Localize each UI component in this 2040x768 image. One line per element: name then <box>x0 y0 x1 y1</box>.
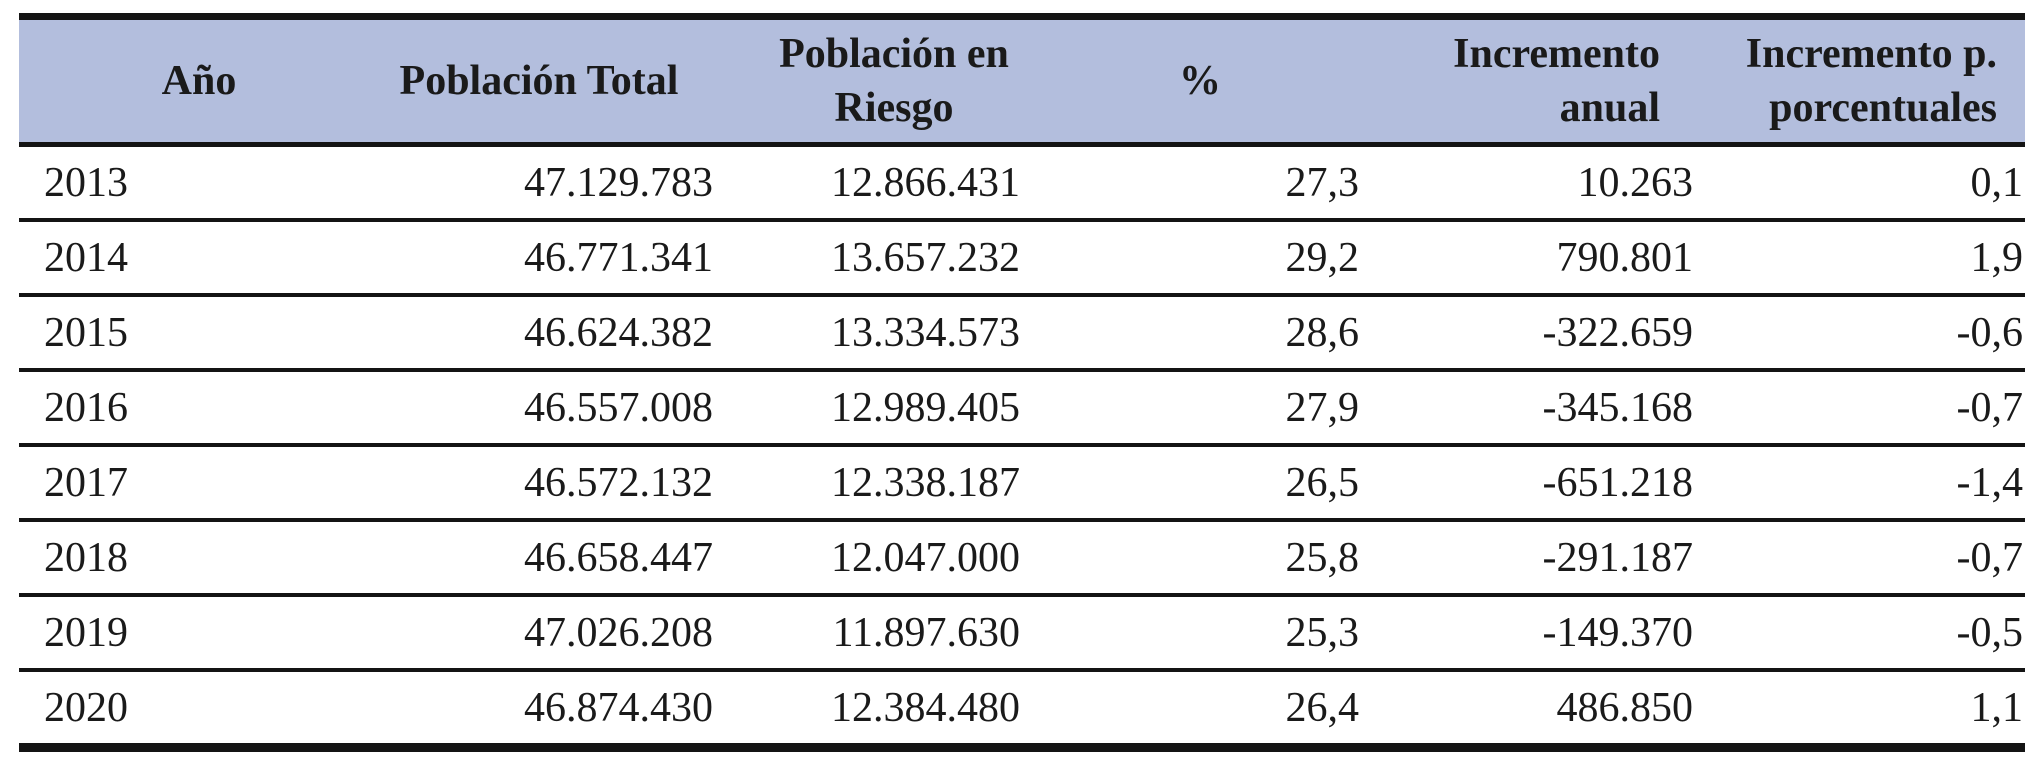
cell-incremento-anual: -291.187 <box>1359 518 1693 595</box>
cell-porcentaje: 25,8 <box>1059 518 1359 595</box>
table-row-2019: 2019 47.026.208 11.897.630 25,3 -149.370… <box>19 593 2025 670</box>
cell-porcentaje: 26,4 <box>1059 668 1359 748</box>
cell-poblacion-en-riesgo: 13.657.232 <box>729 218 1059 295</box>
cell-ano: 2013 <box>19 144 379 220</box>
cell-poblacion-total: 47.026.208 <box>379 593 729 670</box>
cell-poblacion-total: 47.129.783 <box>379 144 729 220</box>
cell-porcentaje: 27,3 <box>1059 144 1359 220</box>
cell-incremento-pp: 1,1 <box>1693 668 2025 748</box>
cell-poblacion-en-riesgo: 12.338.187 <box>729 443 1059 520</box>
cell-poblacion-total: 46.572.132 <box>379 443 729 520</box>
cell-poblacion-total: 46.624.382 <box>379 293 729 370</box>
col-header-poblacion-en-riesgo: Población en Riesgo <box>729 16 1059 147</box>
table-row-2015: 2015 46.624.382 13.334.573 28,6 -322.659… <box>19 293 2025 370</box>
population-at-risk-table: Año Población Total Población en Riesgo … <box>19 13 2025 752</box>
cell-incremento-anual: 10.263 <box>1359 144 1693 220</box>
cell-porcentaje: 25,3 <box>1059 593 1359 670</box>
cell-incremento-pp: 0,1 <box>1693 144 2025 220</box>
cell-incremento-pp: -1,4 <box>1693 443 2025 520</box>
table-row-2020: 2020 46.874.430 12.384.480 26,4 486.850 … <box>19 668 2025 748</box>
cell-poblacion-en-riesgo: 12.047.000 <box>729 518 1059 595</box>
col-header-incremento-puntos-porcentuales: Incremento p. porcentuales <box>1693 16 2025 147</box>
cell-ano: 2020 <box>19 668 379 748</box>
header-row: Año Población Total Población en Riesgo … <box>19 16 2025 147</box>
cell-ano: 2017 <box>19 443 379 520</box>
cell-poblacion-total: 46.557.008 <box>379 368 729 445</box>
col-header-incremento-anual: Incremento anual <box>1359 16 1693 147</box>
cell-ano: 2016 <box>19 368 379 445</box>
table-row-2016: 2016 46.557.008 12.989.405 27,9 -345.168… <box>19 368 2025 445</box>
cell-porcentaje: 27,9 <box>1059 368 1359 445</box>
cell-poblacion-en-riesgo: 11.897.630 <box>729 593 1059 670</box>
cell-incremento-anual: -345.168 <box>1359 368 1693 445</box>
table-row-2014: 2014 46.771.341 13.657.232 29,2 790.801 … <box>19 218 2025 295</box>
table-row-2018: 2018 46.658.447 12.047.000 25,8 -291.187… <box>19 518 2025 595</box>
cell-poblacion-total: 46.658.447 <box>379 518 729 595</box>
cell-porcentaje: 26,5 <box>1059 443 1359 520</box>
cell-ano: 2019 <box>19 593 379 670</box>
cell-incremento-anual: 486.850 <box>1359 668 1693 748</box>
table-row-2017: 2017 46.572.132 12.338.187 26,5 -651.218… <box>19 443 2025 520</box>
cell-incremento-pp: -0,7 <box>1693 518 2025 595</box>
cell-porcentaje: 29,2 <box>1059 218 1359 295</box>
cell-porcentaje: 28,6 <box>1059 293 1359 370</box>
cell-ano: 2014 <box>19 218 379 295</box>
table-row-2013: 2013 47.129.783 12.866.431 27,3 10.263 0… <box>19 144 2025 220</box>
cell-incremento-pp: -0,7 <box>1693 368 2025 445</box>
cell-incremento-pp: -0,5 <box>1693 593 2025 670</box>
cell-poblacion-en-riesgo: 12.384.480 <box>729 668 1059 748</box>
cell-poblacion-en-riesgo: 13.334.573 <box>729 293 1059 370</box>
cell-incremento-anual: 790.801 <box>1359 218 1693 295</box>
cell-ano: 2015 <box>19 293 379 370</box>
col-header-porcentaje: % <box>1059 16 1359 147</box>
cell-poblacion-en-riesgo: 12.866.431 <box>729 144 1059 220</box>
cell-incremento-pp: 1,9 <box>1693 218 2025 295</box>
cell-ano: 2018 <box>19 518 379 595</box>
cell-poblacion-total: 46.771.341 <box>379 218 729 295</box>
cell-incremento-pp: -0,6 <box>1693 293 2025 370</box>
cell-poblacion-total: 46.874.430 <box>379 668 729 748</box>
cell-incremento-anual: -149.370 <box>1359 593 1693 670</box>
cell-poblacion-en-riesgo: 12.989.405 <box>729 368 1059 445</box>
cell-incremento-anual: -322.659 <box>1359 293 1693 370</box>
col-header-poblacion-total: Población Total <box>379 16 729 147</box>
col-header-ano: Año <box>19 16 379 147</box>
cell-incremento-anual: -651.218 <box>1359 443 1693 520</box>
